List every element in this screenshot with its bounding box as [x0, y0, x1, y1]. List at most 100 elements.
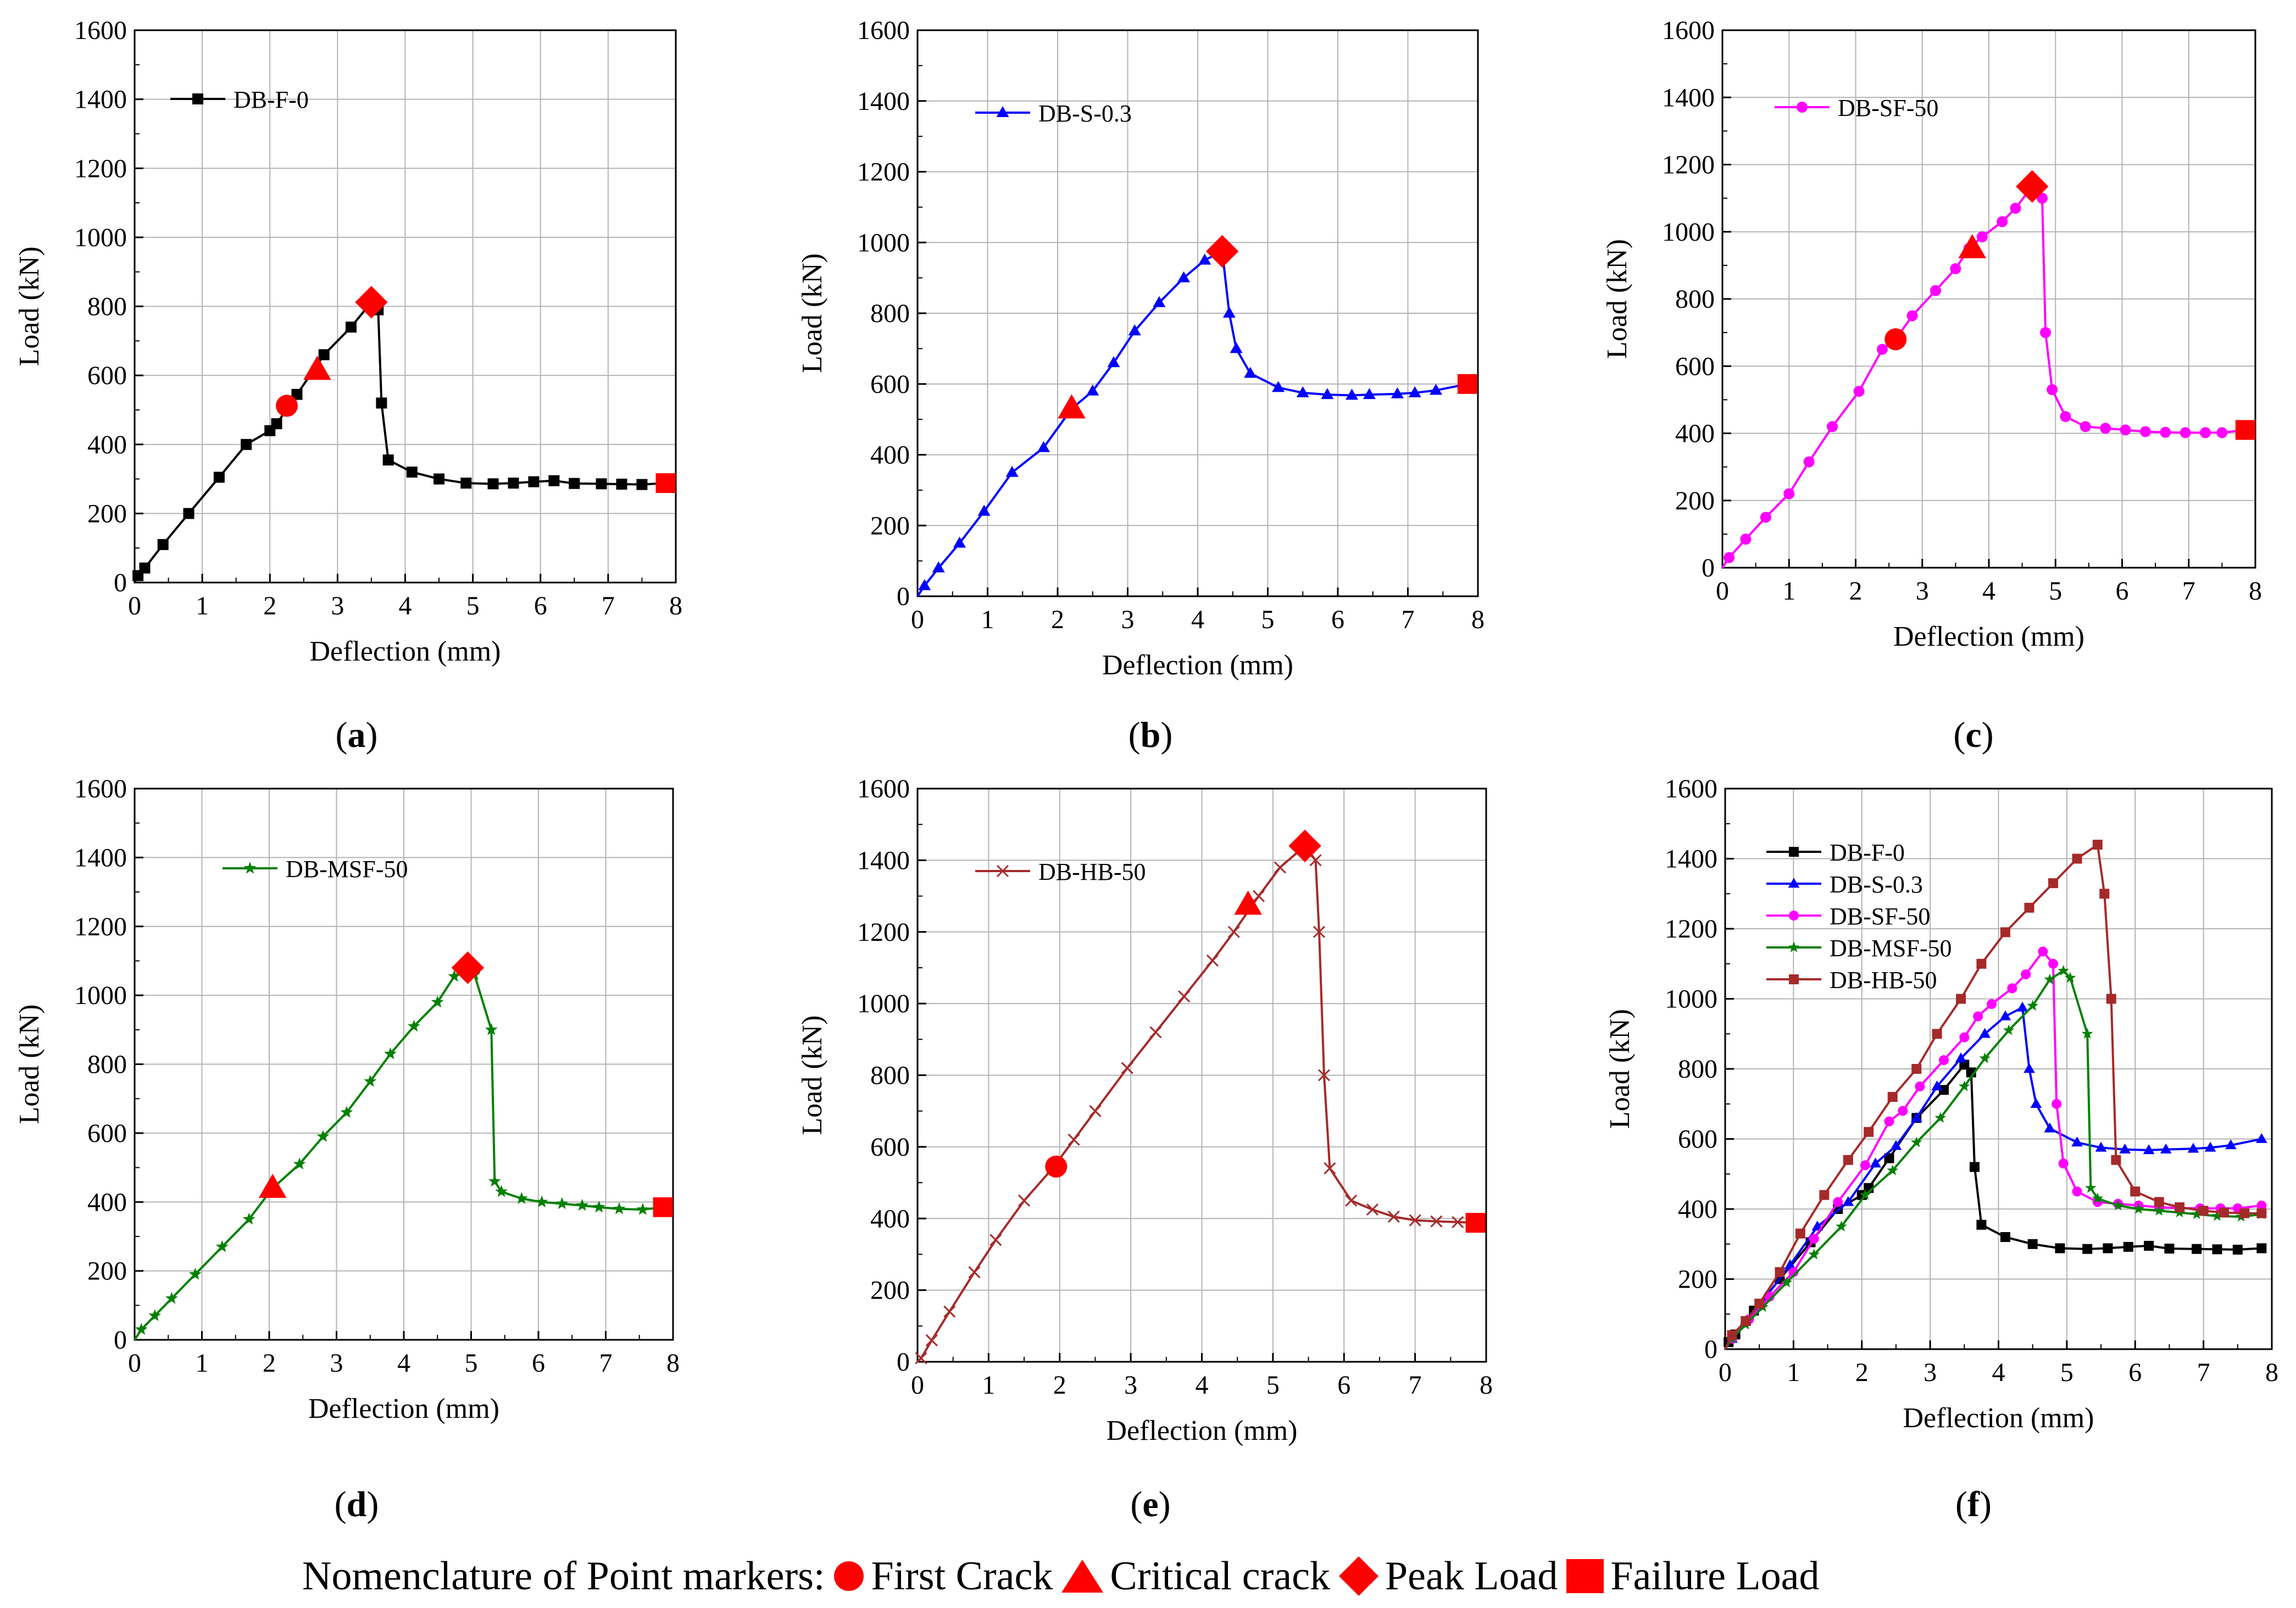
data-point — [1391, 387, 1404, 398]
legend-marker — [1789, 847, 1799, 857]
data-point — [1296, 386, 1309, 397]
data-point — [1969, 1162, 1980, 1172]
y-tick-label: 200 — [1678, 1265, 1717, 1294]
data-point — [2072, 1186, 2082, 1197]
x-tick-label: 4 — [399, 591, 412, 620]
y-tick-label: 1000 — [74, 223, 127, 252]
data-point — [1864, 1127, 1874, 1137]
data-point — [1760, 512, 1771, 523]
data-point — [1887, 1092, 1898, 1102]
critical-crack-marker — [303, 356, 331, 380]
data-point — [1959, 1080, 1970, 1091]
failure-load-marker — [1457, 374, 1477, 394]
x-tick-label: 8 — [669, 591, 682, 620]
data-point — [1324, 1162, 1336, 1175]
data-point — [431, 995, 444, 1008]
y-tick-label: 1400 — [1665, 845, 1717, 874]
chart-panel-a: 0 1 2 3 4 5 6 7 8 0 200 400 600 800 1000 1200 1400 1600 De… — [14, 16, 682, 667]
data-point — [271, 418, 282, 430]
data-point — [384, 1047, 397, 1060]
data-point — [1859, 1189, 1871, 1200]
critical-crack-marker — [258, 1173, 287, 1198]
data-point — [1244, 367, 1257, 378]
y-tick-label: 1600 — [74, 16, 127, 45]
data-point — [616, 478, 627, 490]
data-point — [2058, 964, 2069, 976]
series-line-db-msf-50 — [134, 966, 663, 1341]
data-point — [1803, 456, 1815, 468]
y-tick-label: 1000 — [857, 989, 910, 1018]
data-point — [2040, 327, 2052, 339]
failure-load-marker — [2235, 420, 2255, 440]
data-point — [291, 389, 303, 400]
data-point — [1775, 1267, 1785, 1277]
x-tick-label: 6 — [2128, 1358, 2142, 1387]
data-point — [1321, 388, 1334, 400]
y-tick-label: 0 — [897, 582, 910, 611]
data-point — [1911, 1064, 1922, 1074]
data-point — [2256, 1200, 2267, 1211]
data-point — [1999, 1010, 2011, 1021]
data-point — [346, 321, 357, 333]
y-tick-label: 1200 — [857, 158, 910, 187]
peak-load-marker — [1205, 235, 1239, 268]
data-point — [915, 1352, 927, 1365]
x-tick-label: 7 — [2182, 576, 2195, 606]
y-tick-label: 1600 — [74, 774, 127, 803]
data-point — [1939, 1085, 1949, 1095]
first-crack-marker-icon — [834, 1561, 864, 1591]
data-point — [293, 1157, 306, 1169]
legend-label: DB-S-0.3 — [1830, 871, 1923, 898]
y-axis-label: Load (kN) — [1602, 239, 1633, 359]
y-tick-label: 600 — [1678, 1125, 1717, 1154]
data-point — [1932, 1029, 1942, 1039]
y-tick-label: 400 — [87, 430, 127, 459]
data-point — [932, 561, 945, 573]
data-point — [1068, 1133, 1080, 1146]
x-tick-label: 8 — [2249, 576, 2262, 606]
data-point — [1227, 925, 1240, 938]
legend-label: DB-S-0.3 — [1038, 100, 1132, 127]
x-tick-label: 3 — [1124, 1371, 1137, 1400]
data-point — [487, 478, 499, 490]
data-point — [596, 478, 607, 490]
data-point — [1149, 1026, 1162, 1039]
data-point — [1939, 1055, 1949, 1066]
data-point — [968, 1266, 981, 1279]
x-tick-label: 3 — [331, 591, 344, 620]
legend-marker — [1788, 941, 1800, 952]
critical-crack-marker-icon — [1061, 1560, 1104, 1593]
data-point — [1430, 1215, 1443, 1228]
series-line-db-hb-50 — [916, 844, 1476, 1363]
data-point — [2027, 1239, 2038, 1249]
data-point — [1121, 1062, 1133, 1074]
data-point — [2103, 1243, 2113, 1254]
x-tick-label: 4 — [1196, 1371, 1209, 1400]
x-tick-label: 7 — [599, 1349, 613, 1378]
data-point — [2143, 1144, 2155, 1155]
failure-load-marker-icon — [1566, 1559, 1604, 1593]
y-tick-label: 1600 — [857, 774, 910, 803]
data-point — [508, 478, 519, 489]
x-tick-label: 1 — [1787, 1358, 1800, 1387]
critical-crack-label: Critical crack — [1110, 1553, 1330, 1599]
data-point — [1409, 1214, 1421, 1227]
data-point — [1740, 534, 1752, 545]
y-tick-label: 0 — [897, 1348, 910, 1377]
data-point — [2048, 878, 2058, 889]
series-line-db-hb-50 — [1724, 842, 2262, 1350]
data-point — [1724, 552, 1735, 563]
x-tick-label: 0 — [1719, 1358, 1732, 1387]
x-tick-label: 1 — [1782, 576, 1795, 606]
x-tick-label: 1 — [981, 605, 994, 634]
data-point — [943, 1305, 956, 1318]
data-point — [2092, 840, 2103, 850]
data-point — [1884, 1116, 1894, 1127]
data-point — [2000, 1232, 2010, 1242]
y-tick-label: 200 — [1675, 486, 1715, 515]
x-tick-label: 7 — [2197, 1358, 2210, 1387]
x-tick-label: 3 — [1923, 1358, 1937, 1387]
y-tick-label: 1200 — [857, 918, 910, 947]
y-tick-label: 1000 — [74, 981, 127, 1010]
data-point — [2048, 958, 2058, 969]
